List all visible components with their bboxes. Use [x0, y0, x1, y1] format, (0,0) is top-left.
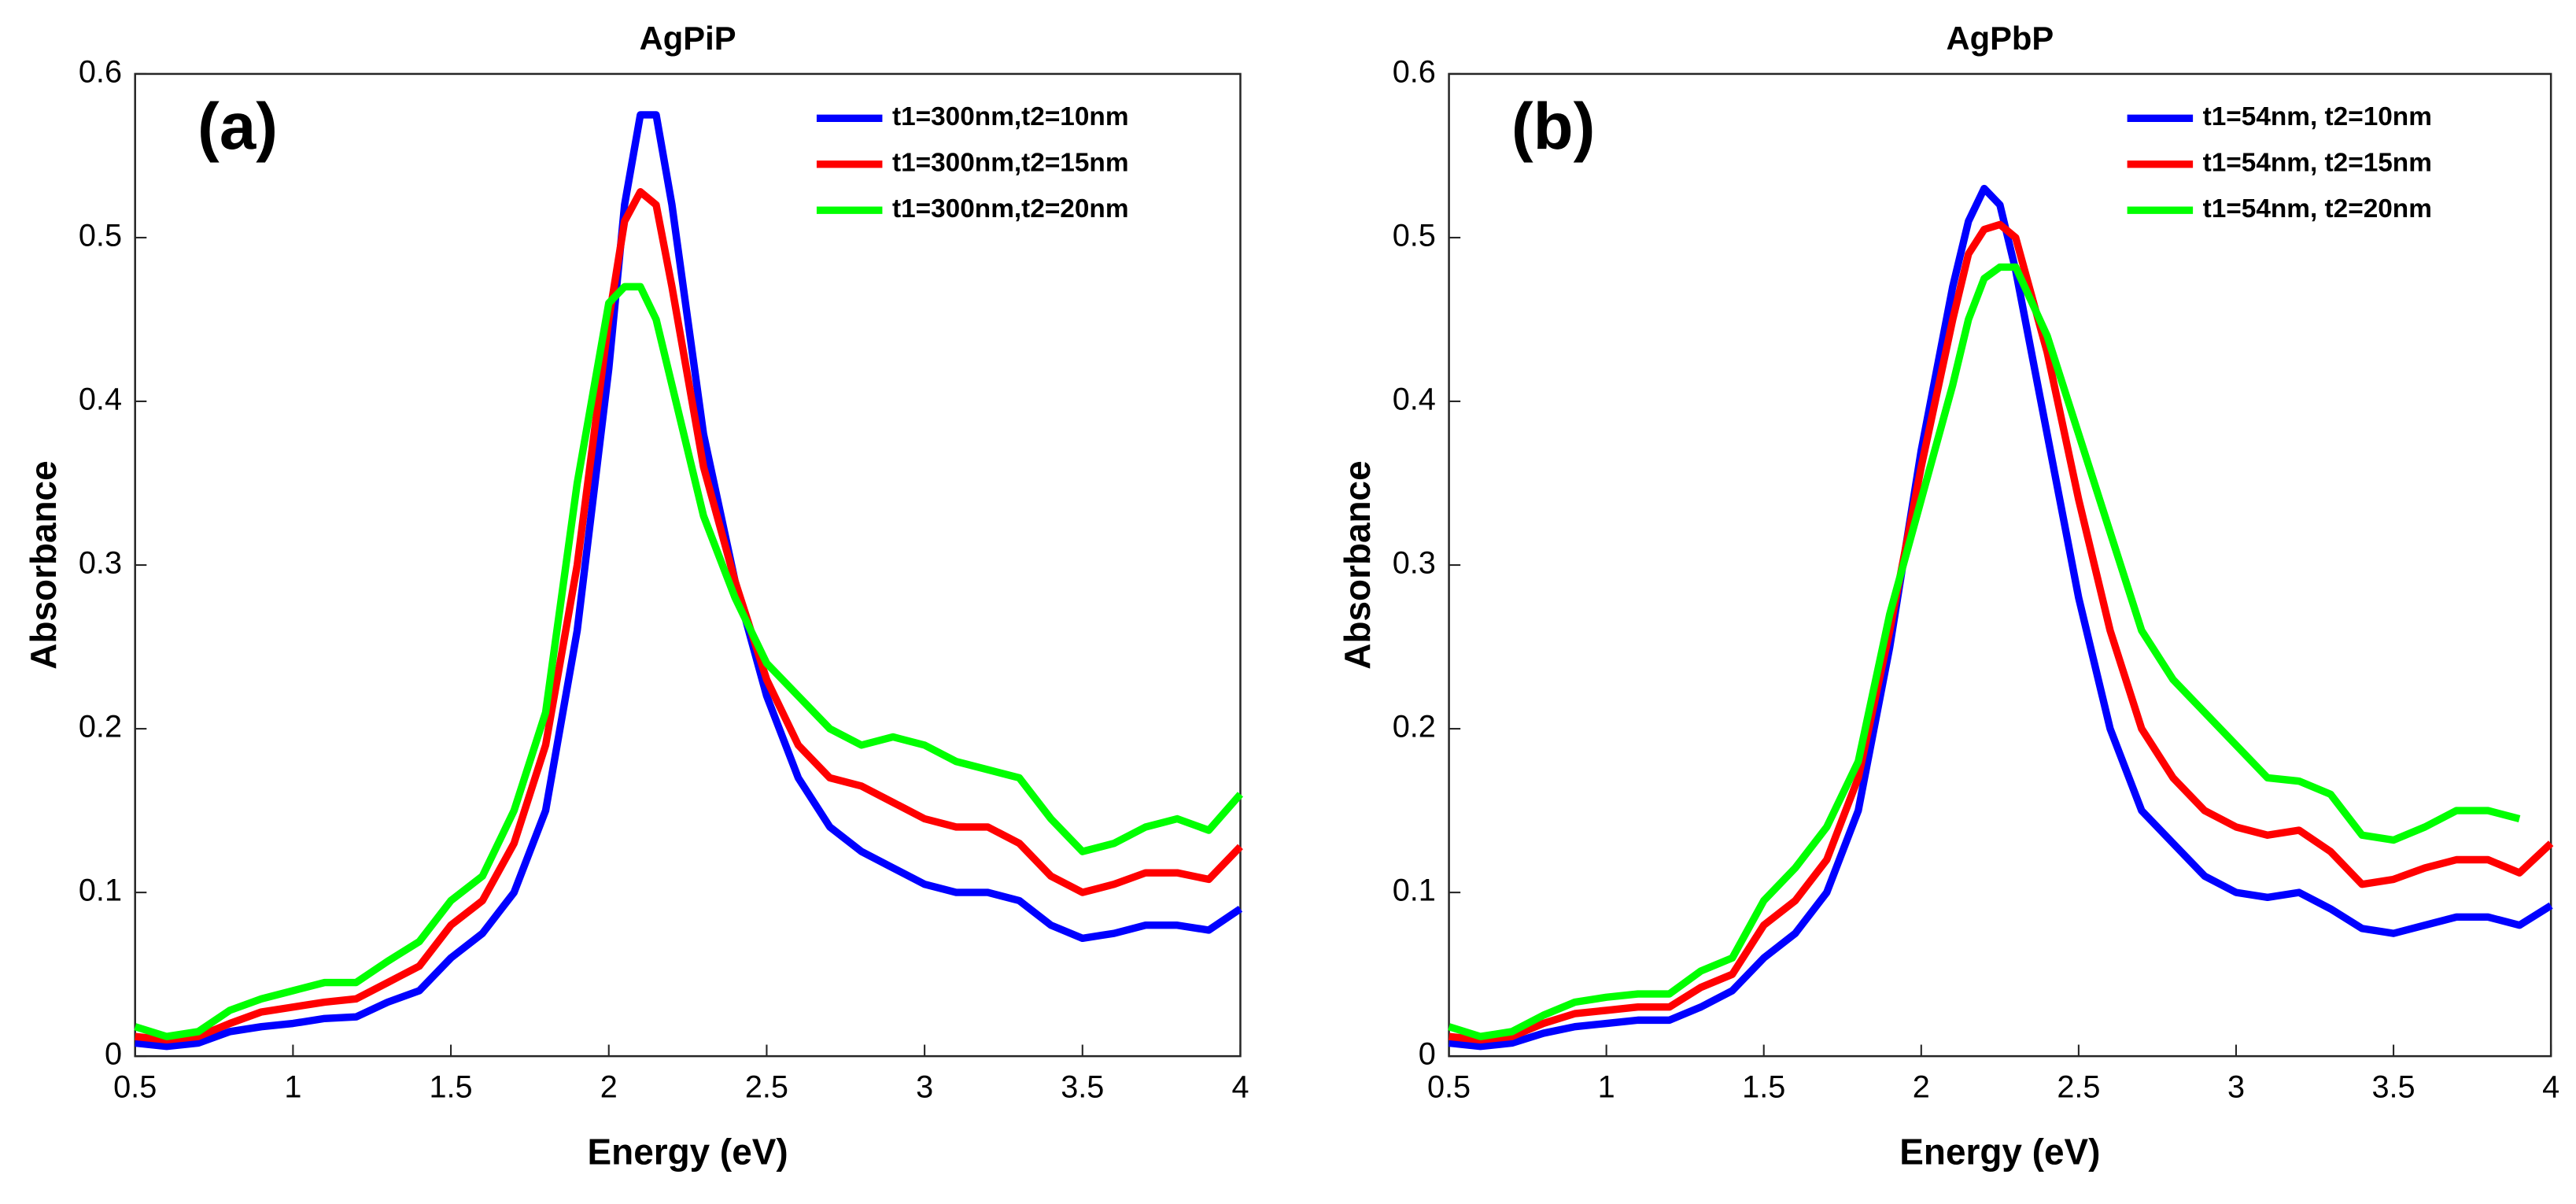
y-axis-label: Absorbance — [1337, 460, 1378, 669]
x-tick-label: 3.5 — [1061, 1069, 1104, 1104]
legend-label: t1=54nm, t2=15nm — [2203, 149, 2432, 178]
x-tick-label: 0.5 — [113, 1069, 157, 1104]
x-tick-label: 2 — [600, 1069, 618, 1104]
legend-label: t1=54nm, t2=20nm — [2203, 194, 2432, 223]
x-tick-label: 2.5 — [745, 1069, 788, 1104]
y-tick-label: 0.4 — [1393, 382, 1436, 416]
series-line — [134, 283, 1243, 1040]
legend-label: t1=54nm, t2=10nm — [2203, 102, 2432, 131]
y-tick-label: 0.4 — [79, 382, 122, 416]
x-tick-label: 4 — [1231, 1069, 1249, 1104]
x-tick-label: 3.5 — [2372, 1069, 2415, 1104]
series-line — [1449, 220, 2554, 1044]
x-tick-label: 3 — [916, 1069, 933, 1104]
y-tick-label: 0 — [1419, 1037, 1436, 1072]
plot-area — [1448, 72, 2552, 1058]
y-tick-label: 0.3 — [1393, 546, 1436, 581]
x-tick-label: 1.5 — [430, 1069, 473, 1104]
y-tick-label: 0 — [105, 1037, 122, 1072]
annotation: (a) — [197, 89, 278, 163]
y-tick-label: 0.5 — [79, 218, 122, 253]
y-tick-label: 0.6 — [1393, 54, 1436, 89]
chart-title: AgPiP — [640, 20, 736, 57]
x-tick-label: 2.5 — [2057, 1069, 2100, 1104]
annotation: (b) — [1511, 89, 1596, 163]
y-tick-label: 0.6 — [79, 54, 122, 89]
plot-area — [134, 72, 1242, 1058]
x-axis-label: Energy (eV) — [1899, 1132, 2100, 1173]
x-tick-label: 3 — [2227, 1069, 2245, 1104]
x-tick-label: 1 — [284, 1069, 301, 1104]
y-tick-label: 0.3 — [79, 546, 122, 581]
series-line — [135, 111, 1243, 1051]
y-axis-label: Absorbance — [23, 460, 64, 669]
x-tick-label: 1.5 — [1742, 1069, 1785, 1104]
legend-label: t1=300nm,t2=20nm — [892, 194, 1129, 223]
x-tick-label: 4 — [2542, 1069, 2559, 1104]
x-axis-label: Energy (eV) — [588, 1132, 788, 1173]
y-tick-label: 0.2 — [79, 710, 122, 744]
legend-label: t1=300nm,t2=10nm — [892, 102, 1129, 131]
series-line — [135, 188, 1243, 1044]
x-tick-label: 2 — [1913, 1069, 1930, 1104]
y-tick-label: 0.2 — [1393, 710, 1436, 744]
legend-label: t1=300nm,t2=15nm — [892, 149, 1129, 178]
y-tick-label: 0.1 — [1393, 873, 1436, 908]
x-tick-label: 0.5 — [1427, 1069, 1471, 1104]
x-tick-label: 1 — [1598, 1069, 1615, 1104]
y-tick-label: 0.5 — [1393, 218, 1436, 253]
series-line — [1449, 184, 2553, 1051]
series-line — [1448, 263, 2521, 1040]
y-tick-label: 0.1 — [79, 873, 122, 908]
chart-title: AgPbP — [1946, 20, 2054, 57]
